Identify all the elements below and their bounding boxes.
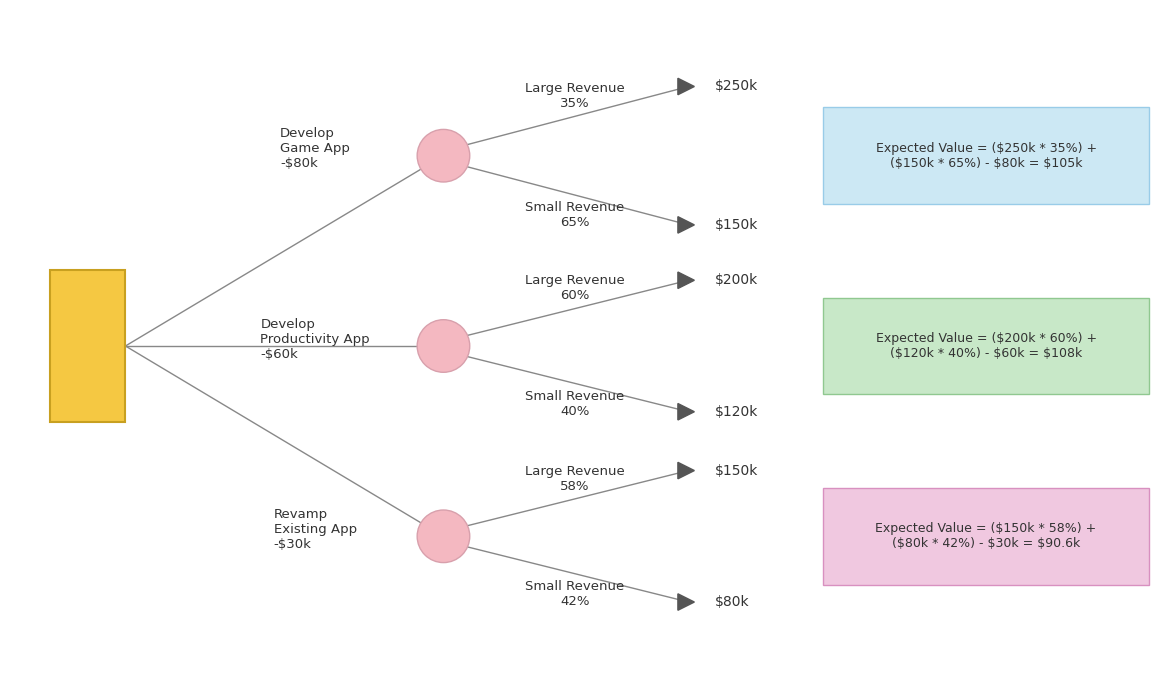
Text: $150k: $150k — [715, 464, 759, 477]
Text: Small Revenue
42%: Small Revenue 42% — [525, 580, 624, 608]
Polygon shape — [678, 403, 694, 420]
Text: Large Revenue
58%: Large Revenue 58% — [525, 464, 626, 493]
Text: Expected Value = ($200k * 60%) +
($120k * 40%) - $60k = $108k: Expected Value = ($200k * 60%) + ($120k … — [875, 332, 1097, 360]
FancyBboxPatch shape — [49, 270, 126, 422]
Polygon shape — [678, 594, 694, 610]
Polygon shape — [678, 217, 694, 233]
Ellipse shape — [417, 320, 470, 372]
Text: Large Revenue
35%: Large Revenue 35% — [525, 82, 624, 110]
Polygon shape — [678, 78, 694, 95]
Text: Large Revenue
60%: Large Revenue 60% — [525, 274, 626, 302]
Ellipse shape — [417, 129, 470, 182]
Text: Revamp
Existing App
-$30k: Revamp Existing App -$30k — [273, 508, 357, 551]
Text: $200k: $200k — [715, 273, 759, 287]
FancyBboxPatch shape — [823, 488, 1149, 585]
Polygon shape — [678, 462, 694, 479]
Text: $80k: $80k — [715, 595, 750, 609]
Ellipse shape — [417, 510, 470, 563]
Text: $120k: $120k — [715, 405, 759, 419]
Text: Expected Value = ($250k * 35%) +
($150k * 65%) - $80k = $105k: Expected Value = ($250k * 35%) + ($150k … — [875, 142, 1097, 170]
Text: Small Revenue
40%: Small Revenue 40% — [525, 390, 624, 418]
Text: Develop
Productivity App
-$60k: Develop Productivity App -$60k — [260, 318, 370, 361]
Text: $250k: $250k — [715, 80, 759, 93]
Text: Expected Value = ($150k * 58%) +
($80k * 42%) - $30k = $90.6k: Expected Value = ($150k * 58%) + ($80k *… — [875, 522, 1097, 550]
Text: $150k: $150k — [715, 218, 759, 232]
Polygon shape — [678, 272, 694, 289]
FancyBboxPatch shape — [823, 107, 1149, 204]
Text: Develop
Game App
-$80k: Develop Game App -$80k — [280, 127, 350, 170]
Text: Small Revenue
65%: Small Revenue 65% — [525, 201, 624, 229]
FancyBboxPatch shape — [823, 298, 1149, 394]
